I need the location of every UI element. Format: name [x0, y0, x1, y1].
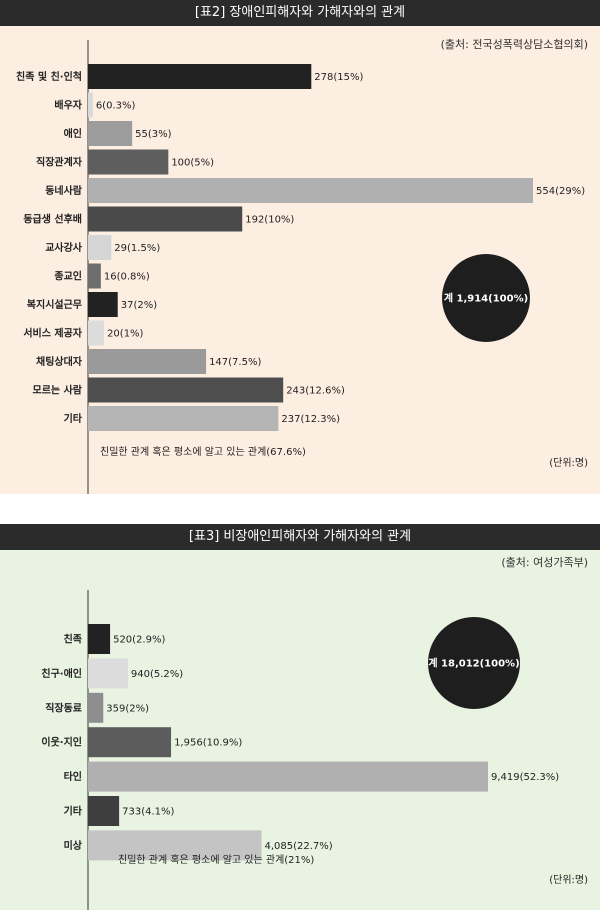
category-label-7: 미상	[64, 839, 83, 852]
category-label-9: 복지시설근무	[27, 298, 82, 311]
value-label-3: 55(3%)	[135, 129, 171, 140]
chart-2-svg: (출처: 여성가족부) 친족 520(2.9%) 친구·애인 940(5.2%) 직장동료…	[41, 556, 588, 910]
chart-2-source: (출처: 여성가족부)	[501, 556, 588, 569]
bar-13	[88, 406, 279, 431]
bar-4	[88, 149, 169, 175]
chart-panel-1: [표2] 장애인피해자와 가해자와의 관계 (출처: 전국성폭력상담소협의회) 친…	[0, 0, 600, 494]
category-label-13: 기타	[64, 412, 83, 425]
bar-7	[88, 830, 262, 861]
value-label-6: 733(4.1%)	[122, 807, 174, 818]
bar-1	[88, 64, 312, 89]
value-label-6: 192(10%)	[245, 215, 294, 226]
chart-2-plot-area: (출처: 여성가족부) 친족 520(2.9%) 친구·애인 940(5.2%) 직장동료…	[0, 550, 600, 910]
category-label-1: 친족	[64, 633, 82, 646]
category-label-3: 직장동료	[45, 701, 82, 714]
bar-7	[88, 235, 112, 260]
chart-1-total-circle	[442, 254, 530, 342]
bar-11	[88, 349, 207, 374]
chart-1-svg: (출처: 전국성폭력상담소협의회) 친족 및 친·인척 278(15%) 배우자 6(0…	[16, 38, 588, 494]
chart-1-plot-area: (출처: 전국성폭력상담소협의회) 친족 및 친·인척 278(15%) 배우자 6(0…	[0, 26, 600, 494]
chart-2-unit: (단위:명)	[549, 873, 588, 886]
bar-6	[88, 796, 120, 826]
category-label-4: 직장관계자	[36, 156, 83, 169]
value-label-2: 6(0.3%)	[96, 101, 136, 112]
category-label-12: 모르는 사람	[33, 384, 83, 397]
chart-2-note: 친밀한 관계 혹은 평소에 알고 있는 관계(21%)	[118, 853, 314, 866]
value-label-1: 278(15%)	[314, 72, 363, 83]
category-label-1: 친족 및 친·인척	[16, 70, 82, 83]
bar-12	[88, 377, 284, 403]
chart-1-title: [표2] 장애인피해자와 가해자와의 관계	[0, 0, 600, 26]
bar-4	[88, 727, 172, 758]
bar-6	[88, 206, 243, 232]
value-label-10: 20(1%)	[107, 329, 143, 340]
category-label-7: 교사강사	[45, 241, 83, 254]
category-label-2: 친구·애인	[41, 667, 82, 680]
value-label-4: 1,956(10.9%)	[174, 738, 242, 749]
value-label-4: 100(5%)	[171, 158, 214, 169]
chart-2-title: [표3] 비장애인피해자와 가해자와의 관계	[0, 524, 600, 550]
value-label-3: 359(2%)	[106, 703, 149, 714]
category-label-4: 이웃·지인	[41, 736, 82, 749]
chart-panel-2: [표3] 비장애인피해자와 가해자와의 관계 (출처: 여성가족부) 친족 520(…	[0, 524, 600, 910]
bar-2	[88, 658, 128, 689]
value-label-7: 4,085(22.7%)	[264, 841, 332, 852]
value-label-8: 16(0.8%)	[104, 272, 150, 283]
bar-3	[88, 692, 104, 723]
value-label-1: 520(2.9%)	[113, 635, 165, 646]
value-label-2: 940(5.2%)	[131, 669, 183, 680]
category-label-8: 종교인	[54, 270, 82, 283]
chart-2-total-label: 계 18,012(100%)	[428, 657, 519, 670]
bar-5	[88, 178, 533, 203]
chart-2-total-circle	[428, 617, 520, 709]
chart-1-note: 친밀한 관계 혹은 평소에 알고 있는 관계(67.6%)	[100, 445, 306, 458]
bar-5	[88, 761, 488, 792]
category-label-5: 타인	[64, 770, 82, 783]
value-label-7: 29(1.5%)	[114, 243, 160, 254]
value-label-5: 9,419(52.3%)	[491, 772, 559, 783]
category-label-5: 동네사람	[45, 184, 83, 197]
value-label-9: 37(2%)	[121, 300, 157, 311]
category-label-2: 배우자	[54, 99, 82, 112]
bar-10	[88, 320, 105, 346]
value-label-5: 554(29%)	[536, 186, 585, 197]
category-label-3: 애인	[64, 127, 82, 140]
category-label-11: 채팅상대자	[36, 355, 83, 368]
value-label-12: 243(12.6%)	[286, 386, 345, 397]
bar-8	[88, 263, 101, 289]
bar-9	[88, 292, 118, 317]
chart-1-total-label: 계 1,914(100%)	[444, 292, 528, 305]
chart-1-source: (출처: 전국성폭력상담소협의회)	[441, 38, 588, 51]
bar-1	[88, 624, 111, 654]
value-label-13: 237(12.3%)	[281, 414, 340, 425]
category-label-10: 서비스 제공자	[23, 327, 82, 340]
category-label-6: 동급생 선후배	[23, 213, 82, 226]
value-label-11: 147(7.5%)	[209, 357, 261, 368]
category-label-6: 기타	[64, 805, 83, 818]
chart-1-unit: (단위:명)	[549, 456, 588, 469]
bar-2	[88, 92, 93, 118]
bar-3	[88, 121, 133, 146]
